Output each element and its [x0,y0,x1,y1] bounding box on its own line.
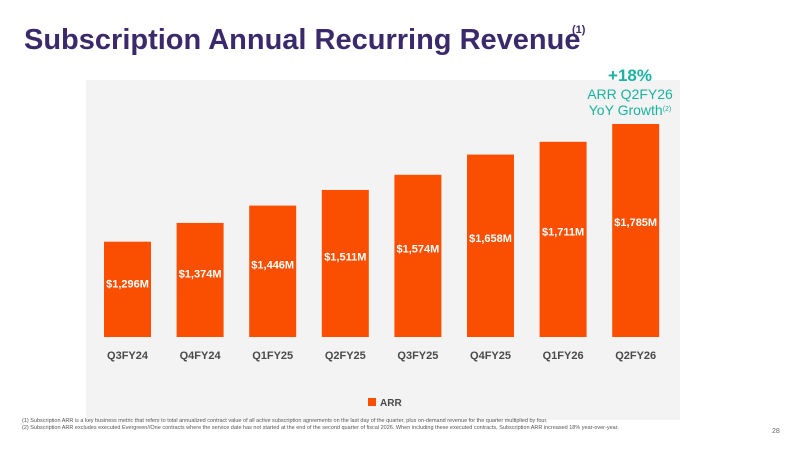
growth-callout: +18% ARR Q2FY26 YoY Growth(2) [570,66,690,118]
footnote-1: (1) Subscription ARR is a key business m… [22,418,548,424]
legend-swatch [368,398,376,406]
bar-q4fy24 [176,222,224,337]
bar-value-label: $1,785M [614,217,657,229]
growth-label-line2-wrap: YoY Growth(2) [570,102,690,118]
bar-value-label: $1,658M [469,233,512,245]
footnotes: (1) Subscription ARR is a key business m… [22,418,752,432]
bar-value-label: $1,374M [179,269,222,281]
x-tick-label: Q2FY25 [325,350,366,362]
page-title: Subscription Annual Recurring Revenue [24,24,581,56]
x-tick-label: Q3FY24 [107,350,149,362]
footnote-2: (2) Subscription ARR excludes executed E… [22,425,619,431]
bar-q3fy25 [394,174,442,337]
x-tick-label: Q1FY26 [543,350,584,362]
x-tick-label: Q4FY24 [180,350,222,362]
bar-q1fy25 [249,205,297,337]
bar-value-label: $1,511M [324,252,366,264]
page-number: 28 [772,428,780,435]
bar-value-label: $1,296M [106,278,149,290]
title-footnote-marker: (1) [572,24,586,36]
growth-footnote-marker: (2) [662,106,672,113]
x-tick-label: Q2FY26 [615,350,656,362]
bar-q2fy26 [612,124,660,337]
bar-q1fy26 [539,141,587,337]
growth-label-line2: YoY Growth [588,102,663,118]
bar-q3fy24 [104,241,151,337]
x-tick-label: Q4FY25 [470,350,511,362]
bar-q4fy25 [467,154,514,337]
bar-value-label: $1,711M [542,227,584,239]
x-tick-label: Q3FY25 [397,350,438,362]
bar-value-label: $1,574M [396,244,439,256]
x-tick-label: Q1FY25 [252,350,293,362]
bar-q2fy25 [321,189,369,337]
growth-percent: +18% [608,66,652,85]
growth-label-line1: ARR Q2FY26 [587,86,673,102]
bar-value-label: $1,446M [251,260,294,272]
legend-label: ARR [380,398,402,409]
